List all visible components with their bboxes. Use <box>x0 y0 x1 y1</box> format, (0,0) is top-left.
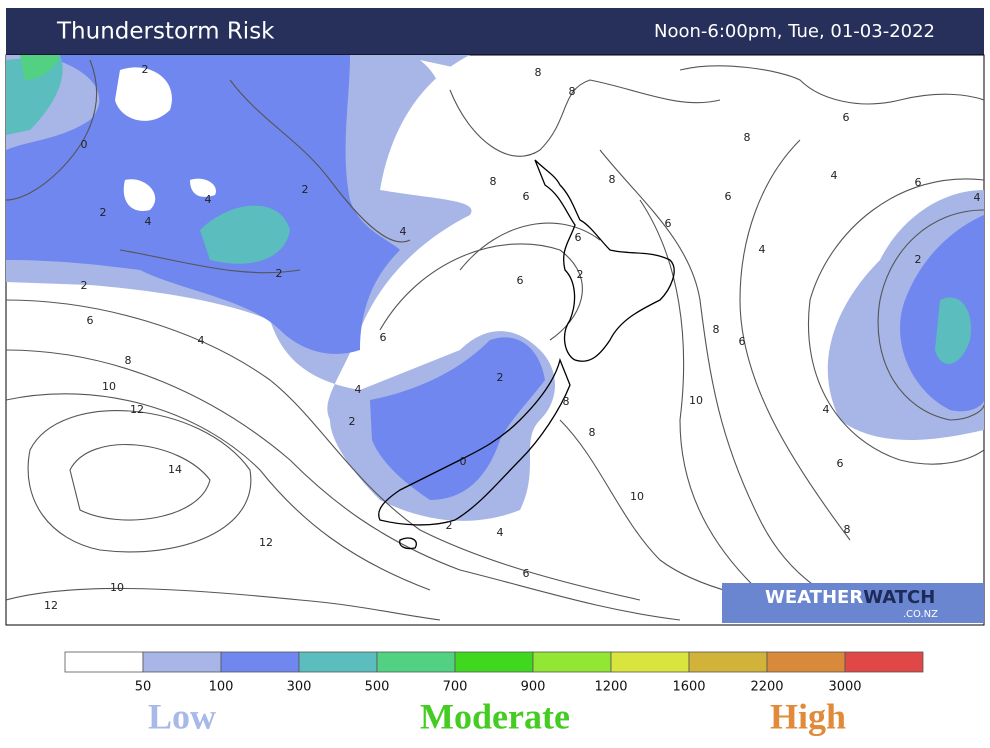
legend-swatch <box>454 651 534 673</box>
contour-label: 2 <box>497 371 504 384</box>
contour-label: 12 <box>259 536 273 549</box>
contour-label: 6 <box>665 217 672 230</box>
contour-label: 8 <box>589 426 596 439</box>
contour-label: 4 <box>205 193 212 206</box>
legend-tick-label: 1200 <box>594 680 627 695</box>
risk-area <box>20 55 60 80</box>
contour-label: 12 <box>44 599 58 612</box>
contour-label: 8 <box>569 85 576 98</box>
contour-label: 2 <box>349 415 356 428</box>
risk-area <box>935 297 971 364</box>
contour-label: 8 <box>713 323 720 336</box>
legend: 50 100 300 500 700 900 1200 1600 2200 3000 Low Mode… <box>64 651 924 736</box>
contour-label: 6 <box>380 331 387 344</box>
contour-label: 4 <box>355 383 362 396</box>
contour-label: 8 <box>490 175 497 188</box>
legend-tick-label: 700 <box>443 680 468 695</box>
legend-swatch <box>532 651 612 673</box>
legend-tick-label: 1600 <box>672 680 705 695</box>
contour-label: 4 <box>198 334 205 347</box>
contour-label: 10 <box>102 380 116 393</box>
contour-label: 6 <box>87 314 94 327</box>
contour-label: 2 <box>81 279 88 292</box>
legend-tick-label: 100 <box>209 680 234 695</box>
contour-label: 12 <box>130 403 144 416</box>
risk-area <box>6 55 63 135</box>
logo-part2: WATCH <box>863 587 935 608</box>
legend-tick-label: 3000 <box>828 680 861 695</box>
contour-label: 2 <box>276 267 283 280</box>
risk-level-label: High <box>770 696 846 736</box>
logo-text: WEATHERWATCH <box>765 587 935 608</box>
contour-label: 8 <box>563 395 570 408</box>
risk-area <box>370 337 545 500</box>
legend-swatch <box>376 651 456 673</box>
contour-label: 8 <box>744 131 751 144</box>
legend-swatch <box>298 651 378 673</box>
contour-label: 8 <box>609 173 616 186</box>
header-bar <box>6 8 984 55</box>
risk-level-label: Low <box>148 696 216 736</box>
logo-part1: WEATHER <box>765 587 863 608</box>
contour-label: 6 <box>843 111 850 124</box>
coastline <box>378 159 675 550</box>
risk-level-label: Moderate <box>420 696 570 736</box>
legend-swatch <box>766 651 846 673</box>
contour-label: 4 <box>831 169 838 182</box>
legend-swatch <box>688 651 768 673</box>
logo-domain: .CO.NZ <box>903 609 938 620</box>
legend-swatch <box>64 651 144 673</box>
legend-swatch <box>142 651 222 673</box>
contour-label: 6 <box>915 176 922 189</box>
contour-label: 6 <box>739 335 746 348</box>
contour-label: 6 <box>517 274 524 287</box>
legend-swatch <box>220 651 300 673</box>
contour-label: 0 <box>460 455 467 468</box>
contour-label: 2 <box>577 268 584 281</box>
contour-label: 2 <box>915 253 922 266</box>
contour-label: 2 <box>302 183 309 196</box>
contour-label: 8 <box>125 354 132 367</box>
contour-label: 6 <box>725 190 732 203</box>
contour-label: 4 <box>145 215 152 228</box>
contour-label: 6 <box>523 567 530 580</box>
contour-label: 6 <box>575 231 582 244</box>
contour-label: 10 <box>110 581 124 594</box>
contour-label: 4 <box>497 526 504 539</box>
title: Thunderstorm Risk <box>56 19 275 45</box>
contour-label: 4 <box>400 225 407 238</box>
contour-label: 10 <box>630 490 644 503</box>
contour-label: 6 <box>837 457 844 470</box>
legend-tick-label: 500 <box>365 680 390 695</box>
legend-tick-label: 50 <box>135 680 152 695</box>
contour-label: 2 <box>100 206 107 219</box>
contour-label: 4 <box>759 243 766 256</box>
contour-label: 4 <box>974 191 981 204</box>
legend-tick-label: 300 <box>287 680 312 695</box>
map: 2 8 8 6 8 0 8 8 4 2 6 6 4 4 2 4 6 6 4 6 4 2 2 2 6 2 6 4 6 8 6 8 2 4 10 8 10 1… <box>5 54 985 626</box>
contour-label: 2 <box>446 519 453 532</box>
contour-label: 0 <box>81 138 88 151</box>
contour-label: 8 <box>535 66 542 79</box>
legend-swatch <box>610 651 690 673</box>
valid-time: Noon-6:00pm, Tue, 01-03-2022 <box>654 21 935 42</box>
contour-label: 14 <box>168 463 182 476</box>
risk-area <box>6 55 400 354</box>
logo-box <box>722 583 984 623</box>
legend-swatch <box>844 651 924 673</box>
risk-area <box>200 205 290 264</box>
legend-tick-label: 2200 <box>750 680 783 695</box>
contour-label: 8 <box>844 523 851 536</box>
contour-label: 10 <box>689 394 703 407</box>
clear-area <box>115 60 560 211</box>
legend-tick-label: 900 <box>521 680 546 695</box>
logo: WEATHERWATCH .CO.NZ <box>722 583 984 623</box>
contour-label: 4 <box>823 403 830 416</box>
contour-label: 2 <box>142 63 149 76</box>
contour-label: 6 <box>523 190 530 203</box>
